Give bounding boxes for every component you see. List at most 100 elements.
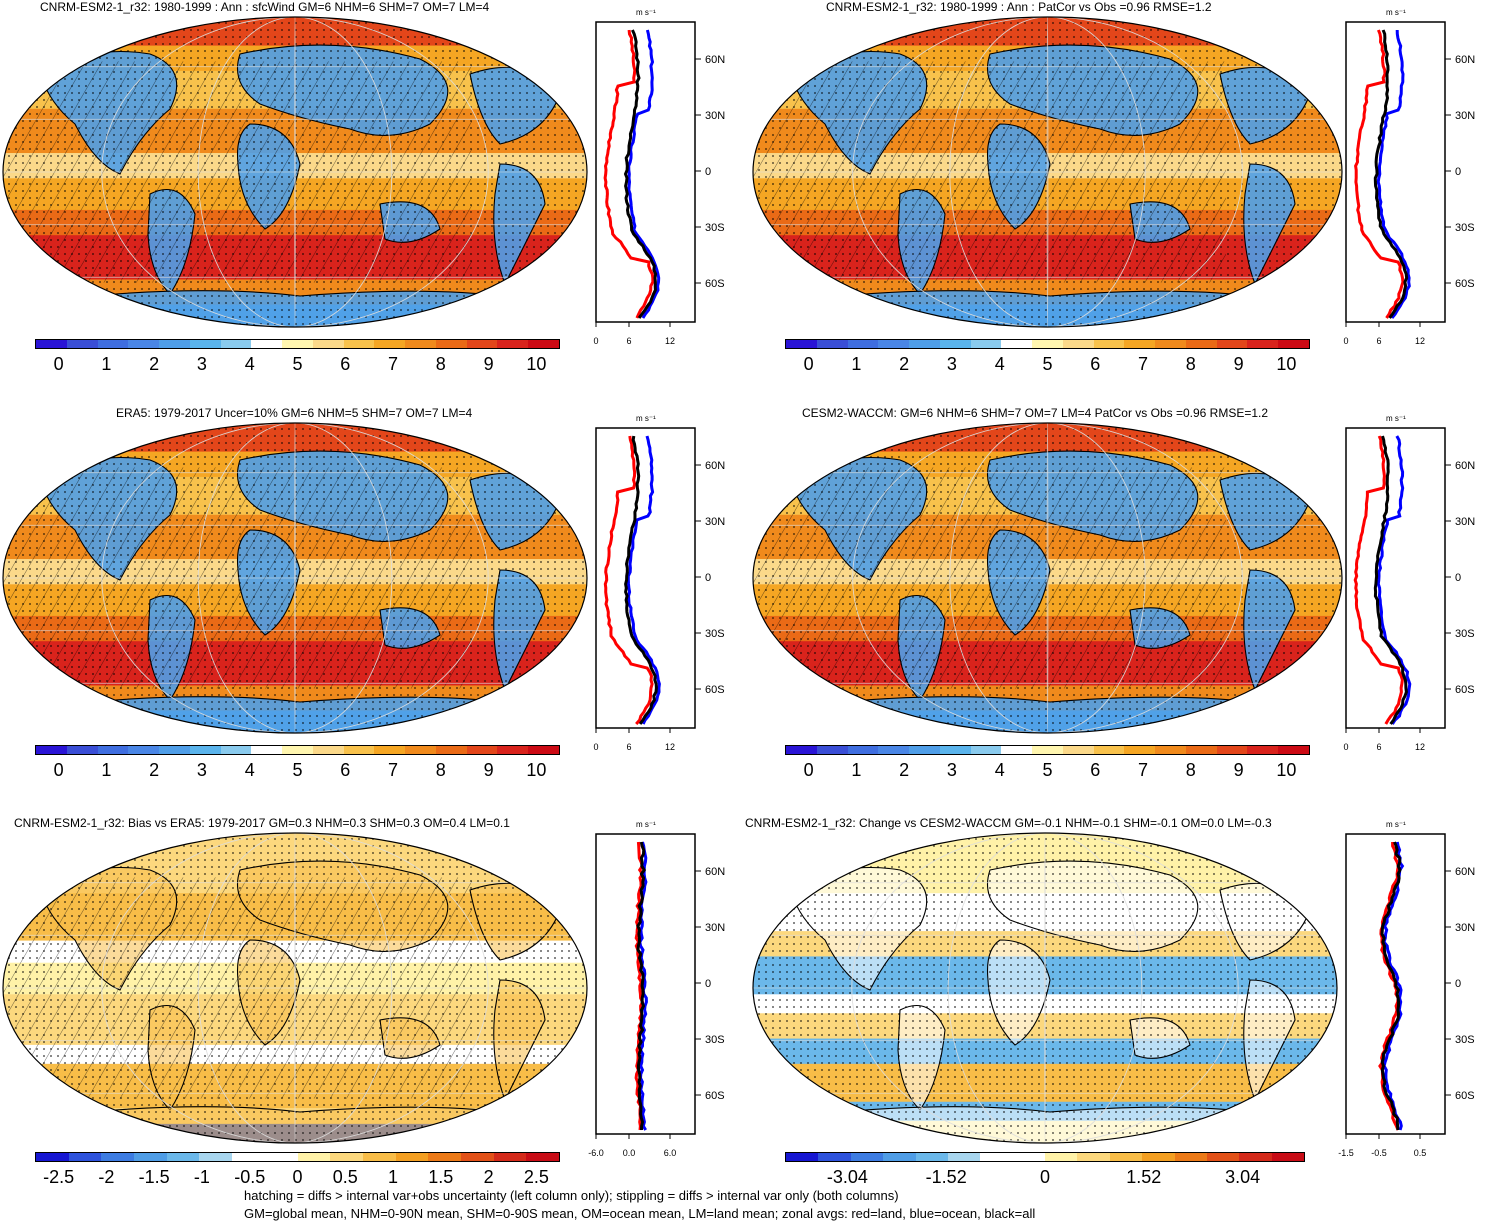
colorbar-tick-label: 2 [899,354,910,374]
colorbar-swatch [68,1153,102,1161]
map-border [2,16,588,328]
colorbar-swatch [1247,340,1279,348]
colorbar-tick-label: 0.5 [332,1167,358,1187]
zonal-mean-plot: m s⁻¹ 60N 30N 0 30S 60S -6.0 0.0 6.0 [588,820,725,1158]
panel-cesm2-waccm: CESM2-WACCM: GM=6 NHM=6 SHM=7 OM=7 LM=4 … [750,406,1487,806]
zonal-x-tick-label: 6 [626,336,631,346]
colorbar-tick-label: 0 [1039,1167,1051,1187]
colorbar-tick-label: 3 [196,760,207,780]
latitude-tick-label: 0 [705,978,711,990]
colorbar-tick-label: 4 [994,354,1005,374]
colorbar-tick-label: 7 [388,760,399,780]
zonal-line-all [1373,29,1409,319]
colorbar-swatch [435,340,467,348]
latitude-tick-label: 30N [1455,110,1475,122]
colorbar-swatch [1032,746,1063,754]
colorbar-tick-label: 5 [1042,354,1053,374]
colorbar-swatch [816,340,848,348]
zonal-x-tick-label: 0.5 [1414,1148,1427,1158]
zonal-plot-frame [1345,833,1446,1135]
colorbar-tick-label: 7 [1138,354,1149,374]
panel-change-vs-cesm2: CNRM-ESM2-1_r32: Change vs CESM2-WACCM G… [745,812,1485,1212]
colorbar-tick-label: 2 [483,1167,494,1187]
colorbar-swatch [460,1153,494,1161]
colorbar-tick-label: 1.52 [1126,1167,1162,1187]
colorbar-swatch [220,340,252,348]
colorbar-swatch [312,340,344,348]
colorbar-swatch [1247,746,1279,754]
colorbar-swatch [847,340,879,348]
colorbar-labels: 0 1 2 3 4 5 6 7 8 9 10 [35,760,560,782]
colorbar-swatch [970,746,1002,754]
zonal-x-tick-label: 6 [1376,742,1381,752]
colorbar-swatch [947,1153,981,1161]
world-map [0,420,590,736]
colorbar-swatch [264,1153,298,1161]
zonal-x-tick-label: -1.5 [1338,1148,1354,1158]
colorbar-tick-label: 0 [53,354,64,374]
colorbar-swatch [251,340,283,348]
map-svg [2,832,588,1144]
map-field [3,423,587,733]
colorbar-swatch [395,1153,429,1161]
zonal-x-tick-label: 6 [626,742,631,752]
colorbar-swatch [97,340,129,348]
map-svg [2,422,588,734]
zonal-x-tick-label: 6.0 [664,1148,677,1158]
latitude-tick-label: 60N [705,54,725,66]
latitude-tick-label: 60N [705,460,725,472]
latitude-tick-label: 30S [705,628,725,640]
colorbar-swatch [1062,340,1094,348]
latitude-tick-label: 60S [705,684,725,696]
zonal-mean-plot: m s⁻¹ 60N 30N 0 30S 60S 0 6 12 [1343,8,1475,346]
colorbar-tick-label: 5 [292,760,303,780]
colorbar-tick-label: 9 [1233,354,1244,374]
colorbar-swatch [497,746,529,754]
colorbar-swatch [1174,1153,1207,1161]
colorbar-tick-label: 1 [101,760,112,780]
latitude-tick-label: 30S [1455,222,1475,234]
zonal-x-tick-label: 6 [1376,336,1381,346]
zonal-x-tick-label: 12 [1415,742,1425,752]
colorbar-swatch [1001,746,1033,754]
colorbar-tick-label: -1.5 [138,1167,170,1187]
latitude-tick-label: 30N [705,922,725,934]
panel-title: CNRM-ESM2-1_r32: Change vs CESM2-WACCM G… [745,816,1272,830]
map-svg [2,16,588,328]
colorbar-swatch [1278,340,1310,348]
map-field [753,17,1342,327]
colorbar-tick-label: -2.5 [43,1167,75,1187]
zonal-x-tick-label: 12 [665,742,675,752]
world-map [0,830,590,1146]
colorbar-tick-label: 10 [1276,760,1297,780]
zonal-line-ocean [1376,29,1411,319]
panel-title: CNRM-ESM2-1_r32: Bias vs ERA5: 1979-2017… [14,816,510,830]
colorbar-swatch [818,1153,851,1161]
latitude-tick-label: 60N [1455,460,1475,472]
colorbar-tick-label: -3.04 [826,1167,868,1187]
zonal-mean-plot: m s⁻¹ 60N 30N 0 30S 60S 0 6 12 [1343,414,1475,752]
zonal-mean-plot: m s⁻¹ 60N 30N 0 30S 60S 0 6 12 [593,414,725,752]
colorbar-swatch [1093,746,1125,754]
colorbar-swatch [1216,746,1248,754]
colorbar [35,1152,560,1162]
latitude-tick-label: 0 [1455,978,1461,990]
zonal-x-tick-label: 0 [593,336,598,346]
panel-title: CESM2-WACCM: GM=6 NHM=6 SHM=7 OM=7 LM=4 … [802,406,1269,420]
map-field [3,833,587,1143]
colorbar-swatch [980,1153,1013,1161]
colorbar-tick-label: 3 [946,354,957,374]
colorbar-swatch [251,746,283,754]
colorbar-swatch [786,1153,819,1161]
zonal-line-all [1380,841,1402,1131]
colorbar-swatch [915,1153,948,1161]
zonal-plot-frame [1345,21,1446,323]
colorbar-swatch [1155,746,1186,754]
map-border [2,422,588,734]
colorbar-tick-label: 0 [292,1167,303,1187]
colorbar-swatch [878,340,910,348]
colorbar-tick-label: 7 [388,354,399,374]
colorbar-swatch [362,1153,396,1161]
colorbar-tick-label: 10 [526,354,547,374]
zonal-plot-frame [595,427,696,729]
